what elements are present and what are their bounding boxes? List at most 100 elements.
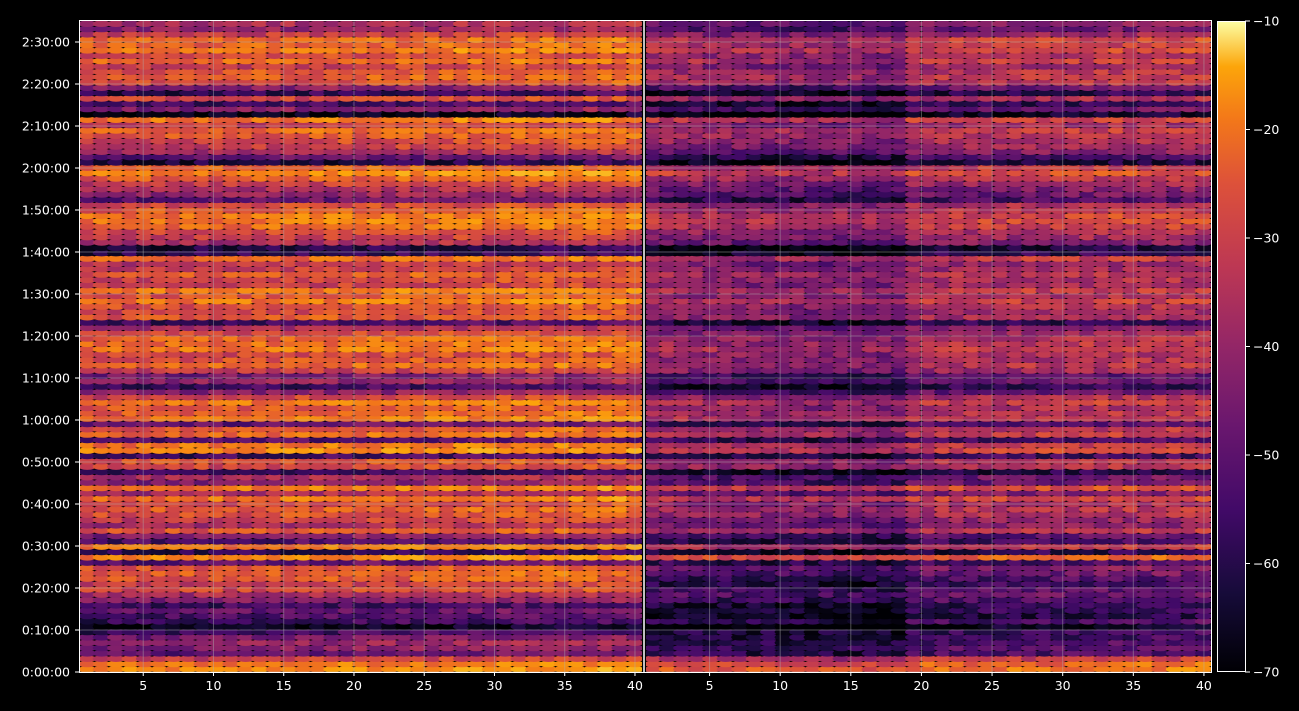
- heatmap-cell: [453, 628, 471, 636]
- heatmap-cell: [208, 570, 226, 577]
- heatmap-cell: [525, 634, 543, 641]
- heatmap-cell: [80, 436, 97, 444]
- heatmap-cell: [453, 506, 471, 513]
- heatmap-cell: [193, 586, 212, 593]
- heatmap-cell: [92, 623, 111, 630]
- heatmap-cell: [337, 463, 356, 470]
- heatmap-cell: [510, 463, 529, 470]
- heatmap-cell: [453, 479, 471, 486]
- heatmap-cell: [553, 436, 572, 444]
- heatmap-cell: [323, 484, 342, 492]
- heatmap-cell: [150, 586, 169, 593]
- heatmap-cell: [438, 415, 457, 422]
- heatmap-cell: [496, 596, 514, 604]
- heatmap-cell: [481, 532, 500, 540]
- heatmap-cell: [395, 607, 414, 614]
- heatmap-cell: [294, 484, 313, 492]
- heatmap-cell: [496, 644, 514, 652]
- heatmap-cell: [251, 655, 269, 662]
- heatmap-cell: [179, 532, 198, 540]
- heatmap-cell: [121, 457, 140, 465]
- heatmap-cell: [150, 479, 169, 486]
- heatmap-cell: [481, 591, 500, 598]
- heatmap-cell: [366, 420, 385, 428]
- heatmap-cell: [308, 575, 327, 582]
- heatmap-cell: [135, 564, 154, 572]
- heatmap-cell: [611, 511, 630, 518]
- heatmap-cell: [553, 548, 572, 556]
- heatmap-cell: [481, 452, 500, 460]
- heatmap-cell: [481, 511, 500, 518]
- heatmap-cell: [409, 538, 428, 545]
- heatmap-cell: [481, 586, 500, 593]
- heatmap-cell: [597, 489, 615, 497]
- heatmap-cell: [395, 484, 414, 492]
- heatmap-cell: [597, 500, 615, 508]
- heatmap-cell: [553, 473, 572, 481]
- heatmap-cell: [438, 527, 457, 534]
- heatmap-cell: [80, 628, 97, 636]
- heatmap-cell: [496, 447, 514, 454]
- heatmap-cell: [164, 441, 183, 449]
- heatmap-cell: [366, 554, 385, 561]
- heatmap-cell: [525, 644, 543, 652]
- heatmap-cell: [236, 479, 255, 486]
- heatmap-cell: [568, 580, 587, 588]
- heatmap-cell: [251, 522, 269, 529]
- heatmap-cell: [323, 425, 342, 433]
- heatmap-cell: [597, 644, 615, 652]
- heatmap-cell: [208, 586, 226, 593]
- heatmap-cell: [352, 532, 370, 540]
- heatmap-cell: [236, 655, 255, 662]
- heatmap-cell: [337, 596, 356, 604]
- heatmap-cell: [625, 586, 642, 593]
- heatmap-cell: [366, 644, 385, 652]
- heatmap-cell: [481, 634, 500, 641]
- heatmap-cell: [236, 473, 255, 481]
- heatmap-cell: [80, 495, 97, 502]
- heatmap-cell: [453, 564, 471, 572]
- heatmap-cell: [568, 436, 587, 444]
- heatmap-cell: [251, 564, 269, 572]
- heatmap-cell: [280, 602, 298, 609]
- heatmap-cell: [568, 543, 587, 550]
- heatmap-cell: [80, 554, 97, 561]
- heatmap-cell: [308, 532, 327, 540]
- heatmap-cell: [92, 596, 111, 604]
- heatmap-cell: [107, 468, 125, 476]
- heatmap-cell: [510, 538, 529, 545]
- heatmap-cell: [553, 500, 572, 508]
- heatmap-cell: [150, 431, 169, 438]
- heatmap-cell: [337, 623, 356, 630]
- heatmap-cell: [553, 484, 572, 492]
- heatmap-cell: [294, 623, 313, 630]
- heatmap-cell: [380, 522, 399, 529]
- heatmap-cell: [510, 644, 529, 652]
- heatmap-cell: [107, 623, 125, 630]
- heatmap-cell: [481, 655, 500, 662]
- heatmap-cell: [568, 511, 587, 518]
- heatmap-cell: [135, 628, 154, 636]
- heatmap-cell: [222, 666, 241, 672]
- heatmap-cell: [539, 511, 558, 518]
- heatmap-cell: [294, 409, 313, 417]
- heatmap-cell: [121, 425, 140, 433]
- heatmap-cell: [438, 580, 457, 588]
- heatmap-cell: [496, 618, 514, 625]
- heatmap-cell: [510, 564, 529, 572]
- heatmap-cell: [164, 607, 183, 614]
- heatmap-cell: [236, 543, 255, 550]
- heatmap-cell: [236, 447, 255, 454]
- heatmap-cell: [380, 468, 399, 476]
- heatmap-cell: [92, 575, 111, 582]
- heatmap-cell: [481, 447, 500, 454]
- heatmap-cell: [92, 452, 111, 460]
- heatmap-cell: [135, 591, 154, 598]
- heatmap-cell: [496, 500, 514, 508]
- heatmap-cell: [424, 447, 442, 454]
- heatmap-cell: [611, 623, 630, 630]
- heatmap-cell: [280, 607, 298, 614]
- heatmap-cell: [496, 425, 514, 433]
- heatmap-cell: [121, 538, 140, 545]
- heatmap-cell: [568, 527, 587, 534]
